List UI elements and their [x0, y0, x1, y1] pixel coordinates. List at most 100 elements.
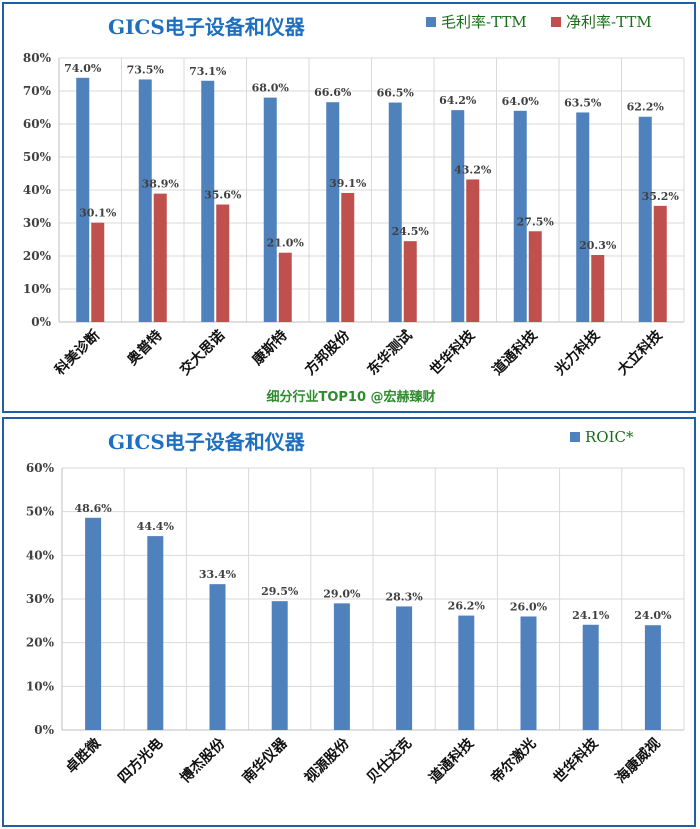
bar-series1 [76, 77, 90, 322]
bar-series1 [451, 110, 465, 322]
y-tick-label: 80% [23, 51, 52, 65]
data-label: 26.0% [510, 600, 548, 613]
data-label: 74.0% [64, 62, 102, 75]
data-label: 35.6% [204, 189, 242, 202]
y-tick-label: 30% [23, 216, 52, 230]
category-label: 南华仪器 [239, 734, 291, 786]
data-label: 26.2% [448, 600, 486, 613]
category-label: 康斯特 [249, 327, 291, 369]
bar-series2 [591, 255, 605, 322]
data-label: 24.0% [634, 609, 672, 622]
category-label: 道通科技 [426, 734, 478, 786]
category-label: 四方光电 [115, 735, 167, 787]
y-tick-label: 0% [34, 723, 54, 737]
data-label: 28.3% [385, 590, 423, 603]
bar-series1 [85, 517, 102, 730]
category-label: 道通科技 [489, 326, 541, 378]
bar-series1 [138, 79, 152, 322]
bar-series1 [147, 536, 164, 730]
data-label: 24.5% [392, 225, 430, 238]
y-tick-label: 60% [26, 461, 55, 475]
bar-series2 [153, 193, 167, 322]
data-label: 29.0% [323, 587, 361, 600]
y-tick-label: 40% [26, 548, 55, 562]
bar-series1 [209, 584, 226, 730]
data-label: 29.5% [261, 585, 299, 598]
data-label: 39.1% [329, 177, 367, 190]
bar-series2 [466, 179, 480, 322]
category-label: 奥普特 [124, 327, 166, 369]
bar-series1 [201, 80, 215, 323]
data-label: 48.6% [74, 502, 112, 515]
y-tick-label: 40% [23, 183, 52, 197]
legend-label: 毛利率-TTM [441, 13, 527, 31]
chart-panel-roic: GICS电子设备和仪器 ROIC* 0% 10% 20% 30% 40% 50% 60% 48.6… [2, 417, 696, 827]
data-label: 68.0% [252, 82, 290, 95]
legend-swatch [570, 432, 580, 442]
bar-series1 [326, 102, 340, 322]
legend-swatch [551, 17, 561, 27]
data-label: 33.4% [199, 568, 237, 581]
bar-series2 [91, 222, 105, 322]
data-label: 43.2% [454, 163, 492, 176]
data-label: 35.2% [642, 190, 680, 203]
data-label: 20.3% [579, 239, 617, 252]
y-tick-label: 50% [26, 505, 55, 519]
chart-title: GICS电子设备和仪器 [108, 15, 306, 39]
y-tick-label: 10% [26, 679, 55, 693]
data-label: 66.5% [377, 87, 415, 100]
chart-panel-margins: GICS电子设备和仪器 毛利率-TTM 净利率-TTM 0% 10% 20% 30% 40% 5… [2, 2, 696, 413]
bar-series1 [513, 110, 527, 322]
y-tick-label: 10% [23, 282, 52, 296]
category-label: 大立科技 [614, 326, 666, 378]
y-tick-label: 20% [23, 249, 52, 263]
category-label: 贝仕达克 [363, 735, 415, 787]
category-label: 科美诊断 [51, 327, 103, 379]
y-tick-label: 0% [31, 315, 51, 329]
data-label: 73.1% [189, 65, 227, 78]
data-label: 62.2% [627, 101, 665, 114]
category-label: 海康威视 [612, 735, 664, 787]
bar-series2 [278, 252, 292, 322]
bar-series1 [271, 601, 288, 730]
category-label: 视源股份 [301, 734, 353, 786]
bar-series1 [458, 615, 475, 730]
category-label: 帝尔激光 [488, 735, 540, 787]
legend-swatch [426, 17, 436, 27]
data-label: 66.6% [314, 86, 352, 99]
y-tick-label: 70% [23, 84, 52, 98]
category-label: 博杰股份 [177, 734, 229, 786]
bar-series2 [403, 241, 417, 322]
data-label: 21.0% [267, 237, 305, 250]
data-label: 64.0% [502, 95, 540, 108]
data-label: 27.5% [517, 215, 555, 228]
bar-series1 [388, 102, 402, 322]
bar-series1 [576, 112, 590, 322]
bar-series1 [582, 624, 599, 730]
chart-title: GICS电子设备和仪器 [108, 430, 306, 454]
bar-series1 [333, 603, 350, 730]
data-label: 73.5% [127, 63, 165, 76]
bar-series1 [644, 625, 661, 730]
bar-series1 [263, 97, 277, 322]
data-label: 44.4% [137, 520, 175, 533]
category-label: 东华测试 [364, 327, 416, 379]
bar-series1 [520, 616, 537, 730]
category-label: 方邦股份 [301, 326, 353, 378]
roic-chart: GICS电子设备和仪器 ROIC* 0% 10% 20% 30% 40% 50% 60% 48.6… [26, 428, 685, 787]
bar-series2 [653, 205, 667, 322]
footer-watermark: 细分行业TOP10 @宏赫臻财 [266, 389, 435, 405]
legend-label: ROIC* [585, 428, 634, 446]
y-tick-label: 30% [26, 592, 55, 606]
category-label: 世华科技 [426, 326, 478, 378]
margins-chart: GICS电子设备和仪器 毛利率-TTM 净利率-TTM 0% 10% 20% 30% 40% 5… [23, 13, 685, 405]
y-tick-label: 20% [26, 636, 55, 650]
data-label: 24.1% [572, 609, 610, 622]
bar-series2 [341, 192, 355, 322]
legend-label: 净利率-TTM [566, 13, 652, 31]
category-label: 光力科技 [551, 326, 604, 379]
data-label: 64.2% [439, 94, 477, 107]
category-label: 交大思诺 [176, 327, 228, 379]
category-label: 卓胜微 [62, 734, 104, 776]
bar-series1 [396, 606, 413, 730]
